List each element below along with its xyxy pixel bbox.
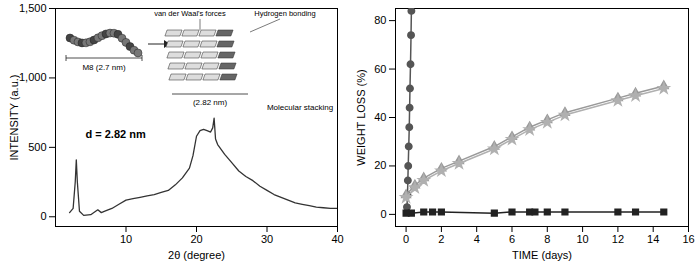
svg-text:0: 0 <box>403 233 409 245</box>
svg-text:Molecular stacking: Molecular stacking <box>267 103 333 112</box>
svg-text:4: 4 <box>474 233 480 245</box>
svg-text:12: 12 <box>612 233 624 245</box>
svg-text:40: 40 <box>374 111 386 123</box>
svg-text:60: 60 <box>374 63 386 75</box>
svg-text:1,500: 1,500 <box>19 2 47 14</box>
svg-text:M8 (2.7 nm): M8 (2.7 nm) <box>82 63 125 72</box>
svg-text:0: 0 <box>380 208 386 220</box>
svg-text:1,000: 1,000 <box>19 71 47 83</box>
svg-text:80: 80 <box>374 14 386 26</box>
svg-text:16: 16 <box>682 233 694 245</box>
svg-text:6: 6 <box>509 233 515 245</box>
svg-text:van der Waal's forces: van der Waal's forces <box>154 9 226 18</box>
svg-text:20: 20 <box>374 159 386 171</box>
svg-text:2θ (degree): 2θ (degree) <box>168 249 225 261</box>
svg-text:2: 2 <box>438 233 444 245</box>
svg-text:0: 0 <box>40 210 46 222</box>
svg-text:30: 30 <box>261 233 273 245</box>
svg-text:40: 40 <box>331 233 343 245</box>
svg-text:(2.82 nm): (2.82 nm) <box>193 98 228 107</box>
svg-text:8: 8 <box>544 233 550 245</box>
svg-text:10: 10 <box>576 233 588 245</box>
svg-text:500: 500 <box>28 141 46 153</box>
svg-text:14: 14 <box>647 233 659 245</box>
svg-text:20: 20 <box>190 233 202 245</box>
svg-text:TIME (days): TIME (days) <box>512 249 572 261</box>
svg-text:INTENSITY (a.u.): INTENSITY (a.u.) <box>8 75 20 161</box>
svg-text:Hydrogen bonding: Hydrogen bonding <box>254 9 315 18</box>
svg-text:10: 10 <box>120 233 132 245</box>
svg-text:WEIGHT LOSS (%): WEIGHT LOSS (%) <box>355 69 367 165</box>
svg-text:d = 2.82 nm: d = 2.82 nm <box>86 128 146 140</box>
